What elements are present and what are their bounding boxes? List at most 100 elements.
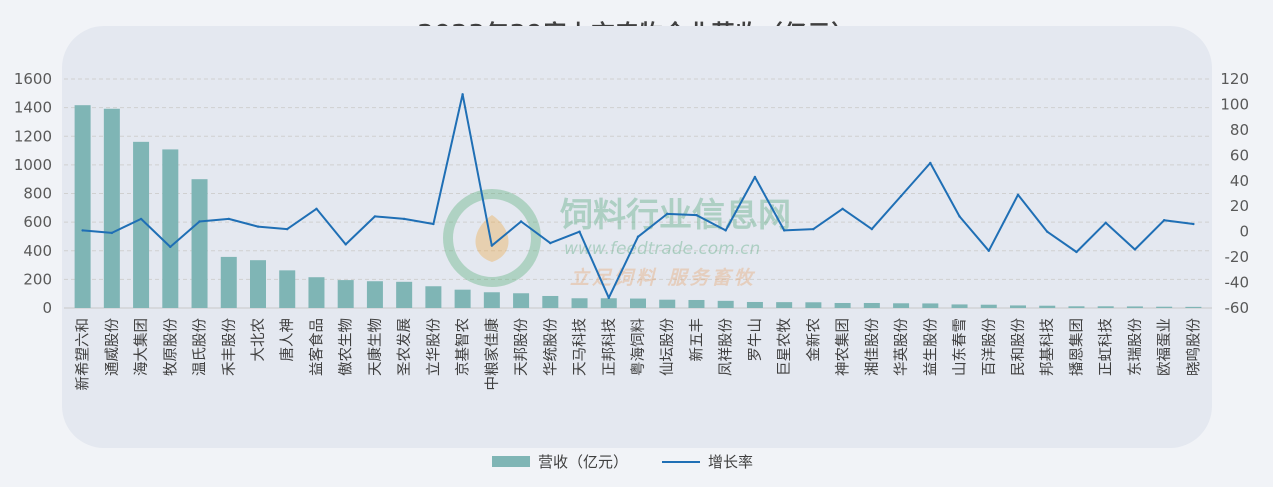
y2-tick-label: 40 [1230, 172, 1249, 190]
bar [337, 280, 354, 308]
category-label: 大北农 [250, 318, 267, 362]
growth-rate-point [461, 93, 464, 96]
y2-tick-label: 100 [1220, 95, 1249, 113]
bar [893, 303, 910, 308]
category-label: 华统股份 [542, 318, 559, 376]
category-label: 海大集团 [133, 318, 150, 376]
bar [162, 149, 179, 308]
category-label: 温氏股份 [192, 318, 209, 376]
bar [425, 286, 442, 308]
y2-tick-label: 80 [1230, 121, 1249, 139]
bar [630, 298, 646, 308]
y-tick-label: 800 [23, 185, 52, 203]
y-tick-label: 0 [42, 299, 52, 317]
category-label: 益生股份 [922, 318, 939, 376]
y2-tick-label: -20 [1225, 248, 1250, 266]
growth-rate-point [344, 243, 347, 246]
growth-rate-point [286, 227, 289, 231]
growth-rate-point [753, 175, 757, 179]
bar [863, 302, 880, 308]
category-label: 晓鸣股份 [1185, 318, 1202, 376]
y2-tick-label: 20 [1230, 197, 1249, 215]
growth-rate-point [666, 212, 669, 216]
bar [250, 260, 266, 308]
bar [279, 270, 296, 308]
bar [1097, 306, 1114, 308]
growth-rate-point [110, 231, 114, 235]
bar [1039, 305, 1056, 308]
category-label: 京基智农 [455, 318, 472, 376]
bar [1185, 306, 1202, 308]
bar [980, 304, 997, 308]
category-label: 天邦股份 [513, 318, 530, 376]
growth-rate-point [519, 220, 523, 223]
growth-rate-point [432, 222, 435, 226]
bar [688, 299, 705, 308]
category-label: 欧福蛋业 [1156, 318, 1173, 376]
category-label: 傲农生物 [338, 318, 355, 376]
bar [308, 277, 325, 308]
category-label: 神农集团 [835, 318, 852, 376]
growth-rate-point [256, 225, 260, 228]
category-label: 立华股份 [425, 318, 442, 376]
legend-bar-swatch [492, 456, 530, 467]
bar [600, 298, 617, 308]
y2-tick-label: -60 [1225, 299, 1250, 317]
category-label: 中粮家佳康 [484, 318, 501, 391]
bar [396, 281, 413, 308]
category-label: 巨星农牧 [776, 318, 793, 376]
y-tick-label: 1400 [14, 99, 52, 117]
growth-rate-point [1046, 230, 1049, 233]
bar [74, 105, 91, 309]
bar [1010, 305, 1026, 308]
growth-rate-point [169, 245, 172, 249]
growth-rate-point [139, 217, 143, 221]
y-tick-label: 400 [23, 242, 52, 260]
category-label: 邦基科技 [1039, 318, 1056, 376]
growth-rate-point [81, 229, 84, 232]
category-label: 圣农发展 [396, 318, 413, 376]
bar [133, 141, 150, 308]
category-label: 粤海饲料 [629, 318, 647, 376]
category-label: 正邦科技 [601, 318, 618, 376]
y-tick-label: 1600 [14, 70, 52, 88]
category-label: 东瑞股份 [1127, 318, 1144, 376]
growth-rate-point [402, 217, 406, 221]
legend-line-label: 增长率 [708, 453, 753, 471]
category-label: 罗牛山 [747, 318, 764, 362]
watermark-logo-icon [443, 189, 541, 287]
growth-rate-point [1162, 219, 1166, 222]
bar [483, 292, 500, 308]
y-tick-label: 1000 [14, 156, 52, 174]
growth-rate-point [490, 244, 494, 247]
category-label: 金新农 [805, 318, 822, 362]
y-tick-label: 1200 [14, 127, 52, 145]
growth-rate-point [227, 217, 230, 221]
bar [776, 302, 793, 308]
growth-rate-point [782, 229, 786, 232]
growth-rate-point [607, 296, 610, 300]
category-label: 益客食品 [308, 318, 325, 376]
watermark-url: www.feedtrade.com.cn [564, 239, 760, 259]
growth-rate-point [315, 207, 318, 210]
bar [542, 295, 559, 308]
y-tick-label: 200 [23, 270, 52, 288]
category-label: 唐人神 [279, 318, 296, 362]
growth-rate-point [1016, 193, 1020, 196]
category-label: 新希望六和 [75, 318, 92, 391]
growth-rate-point [958, 215, 961, 218]
category-label: 山东春雪 [952, 318, 969, 376]
bar [1068, 306, 1085, 308]
growth-rate-point [373, 215, 377, 218]
bar [1156, 306, 1173, 308]
growth-rate-point [549, 241, 552, 245]
bar [220, 256, 237, 308]
bar [746, 301, 763, 308]
bar [366, 281, 383, 308]
growth-rate-point [1104, 221, 1107, 224]
growth-rate-point [1075, 250, 1078, 254]
category-label: 新五丰 [688, 318, 705, 362]
category-label: 凤祥股份 [718, 318, 735, 376]
